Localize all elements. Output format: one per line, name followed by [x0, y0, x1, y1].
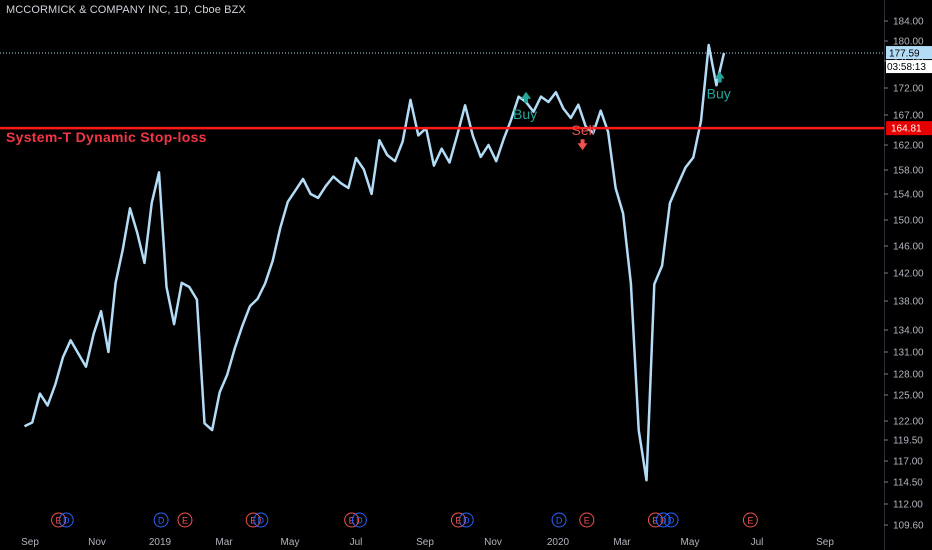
time-axis-label: Jul	[751, 537, 764, 548]
time-axis-label: Nov	[484, 537, 502, 548]
stop-loss-label: System-T Dynamic Stop-loss	[6, 129, 207, 145]
buy-arrow-icon	[714, 71, 725, 83]
earnings-marker[interactable]	[742, 512, 758, 528]
event-marker-label: E	[747, 516, 753, 526]
earnings-marker[interactable]	[51, 512, 67, 528]
dividend-marker[interactable]	[655, 512, 671, 528]
time-axis-label: May	[681, 537, 700, 548]
event-marker-label: E	[250, 516, 256, 526]
symbol-title: MCCORMICK & COMPANY INC, 1D, Cboe BZX	[6, 4, 246, 16]
price-axis-label: 138.00	[893, 297, 924, 308]
price-line	[23, 43, 726, 482]
event-marker-label: E	[652, 516, 658, 526]
countdown-tag	[886, 60, 932, 74]
time-axis-label: Nov	[88, 537, 106, 548]
event-marker-label: E	[455, 516, 461, 526]
countdown-value: 03:58:13	[887, 62, 926, 73]
event-marker-label: D	[158, 516, 165, 526]
price-axis-label: 142.00	[893, 269, 924, 280]
time-axis-label: Mar	[613, 537, 631, 548]
event-marker-label: D	[556, 516, 563, 526]
price-axis-label: 131.00	[893, 348, 924, 359]
dividend-marker[interactable]	[351, 512, 367, 528]
event-marker-label: D	[668, 516, 675, 526]
dividend-marker[interactable]	[58, 512, 74, 528]
price-axis-label: 114.50	[893, 478, 923, 489]
plot-area[interactable]: Buy Sell Buy	[0, 43, 884, 482]
time-axis-label: Sep	[21, 537, 39, 548]
price-axis-label: 122.00	[893, 417, 924, 428]
last-price-value: 177.59	[889, 49, 920, 60]
time-axis-label: Jul	[350, 537, 363, 548]
buy-signal-label: Buy	[707, 86, 731, 102]
dividend-marker[interactable]	[663, 512, 679, 528]
event-marker-label: E	[182, 516, 188, 526]
price-axis-label: 180.00	[893, 37, 924, 48]
dividend-marker[interactable]	[153, 512, 169, 528]
sell-arrow-icon	[577, 139, 588, 151]
event-marker-label: E	[349, 516, 355, 526]
price-axis-label: 109.60	[893, 521, 924, 532]
event-marker-label: D	[356, 516, 363, 526]
price-axis-label: 158.00	[893, 166, 924, 177]
dividend-marker[interactable]	[253, 512, 269, 528]
earnings-marker[interactable]	[579, 512, 595, 528]
price-axis-label: 146.00	[893, 242, 924, 253]
price-axis-label: 117.00	[893, 457, 923, 468]
stop-loss-tag	[886, 121, 932, 136]
time-axis-label: Sep	[816, 537, 834, 548]
earnings-marker[interactable]	[647, 512, 663, 528]
price-axis-label: 167.00	[893, 111, 924, 122]
price-axis-label: 184.00	[893, 17, 924, 28]
price-axis-label: 119.50	[893, 436, 923, 447]
event-marker-label: E	[584, 516, 590, 526]
price-axis-label: 125.00	[893, 391, 924, 402]
price-axis-label: 162.00	[893, 141, 924, 152]
time-axis[interactable]: Sep Nov 2019 Mar May Jul Sep Nov 2020 Mar May Jul Se…	[21, 537, 834, 548]
last-price-tag	[886, 46, 932, 60]
time-axis-label: May	[281, 537, 300, 548]
event-marker-label: D	[660, 516, 667, 526]
stop-loss-value: 164.81	[891, 124, 922, 135]
price-axis-label: 154.00	[893, 190, 924, 201]
earnings-marker[interactable]	[450, 512, 466, 528]
earnings-marker[interactable]	[177, 512, 193, 528]
price-axis-label: 112.00	[893, 500, 923, 511]
price-axis[interactable]: 184.00180.00176.00172.00167.00162.00158.…	[884, 0, 932, 550]
time-axis-label: Sep	[416, 537, 434, 548]
dividend-marker[interactable]	[551, 512, 567, 528]
event-marker-label: D	[63, 516, 70, 526]
event-marker-label: E	[56, 516, 62, 526]
price-axis-label: 128.00	[893, 370, 924, 381]
earnings-marker[interactable]	[245, 512, 261, 528]
time-axis-label: 2020	[547, 537, 570, 548]
event-marker-label: D	[463, 516, 470, 526]
buy-signal-label: Buy	[513, 106, 537, 122]
price-axis-label: 172.00	[893, 84, 924, 95]
buy-arrow-icon	[521, 91, 532, 103]
price-axis-label: 134.00	[893, 326, 924, 337]
time-axis-label: Mar	[215, 537, 233, 548]
event-marker-label: D	[258, 516, 265, 526]
sell-signal-label: Sell	[572, 122, 595, 138]
earnings-marker[interactable]	[344, 512, 360, 528]
dividend-marker[interactable]	[458, 512, 474, 528]
time-axis-label: 2019	[149, 537, 172, 548]
price-axis-label: 150.00	[893, 216, 924, 227]
